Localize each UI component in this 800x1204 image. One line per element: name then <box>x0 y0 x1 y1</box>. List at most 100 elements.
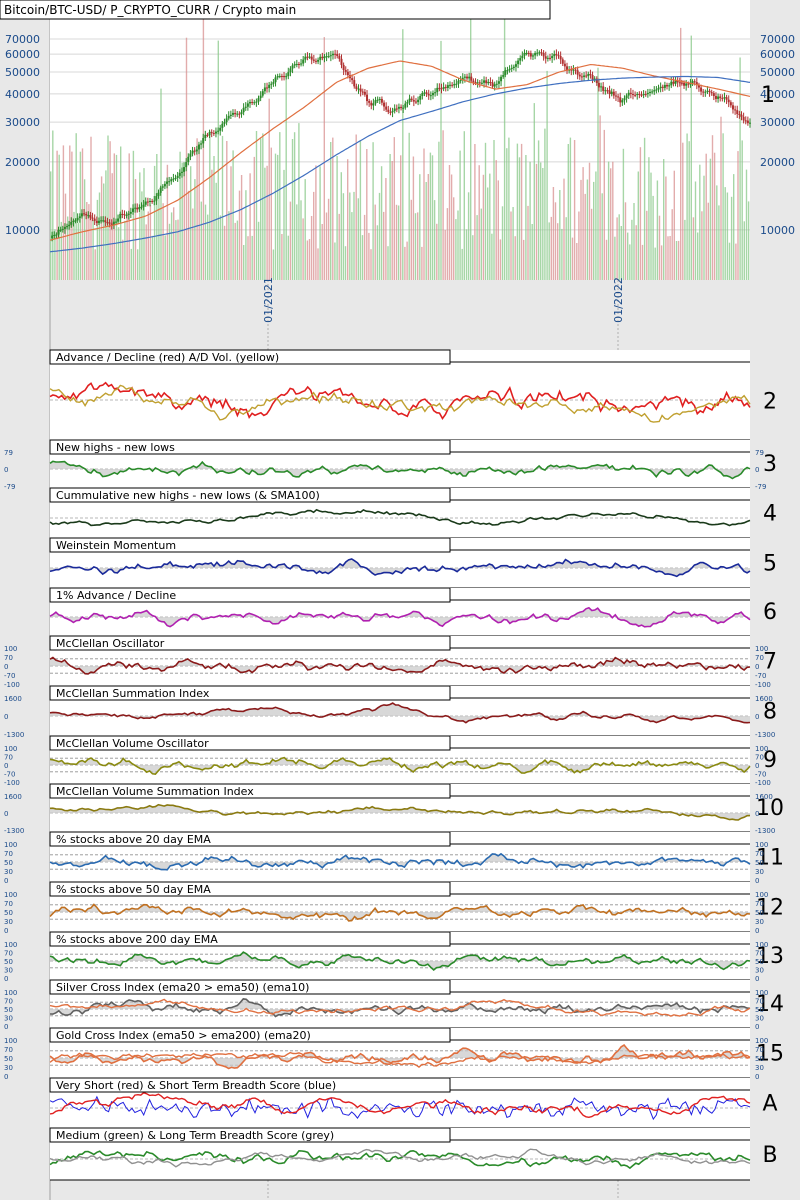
candle-body <box>242 107 245 113</box>
volume-bar <box>226 141 228 280</box>
candle-body <box>444 87 447 89</box>
indicator-line <box>49 951 751 971</box>
volume-bar <box>283 169 285 280</box>
volume-bar <box>635 225 637 280</box>
candle-body <box>340 58 343 65</box>
candle-body <box>738 114 741 116</box>
candle-body <box>155 196 158 201</box>
candle-body <box>404 103 407 108</box>
candle-body <box>144 201 147 205</box>
candle-body <box>736 110 739 115</box>
candle-body <box>466 76 469 79</box>
candle-body <box>334 53 337 55</box>
volume-bar <box>665 176 667 280</box>
indicator-line <box>49 803 751 821</box>
panel-tick-right: 30 <box>755 967 764 975</box>
volume-bar <box>431 155 434 280</box>
candle-body <box>457 80 460 84</box>
panel-tick-left: 30 <box>4 1015 13 1023</box>
volume-bar <box>264 167 266 280</box>
candle-body <box>57 229 60 235</box>
candle-body <box>449 84 451 86</box>
panel-tick-left: 0 <box>4 762 8 770</box>
candle-body <box>434 92 437 94</box>
volume-bar <box>285 74 287 280</box>
volume-bar <box>663 159 665 280</box>
panel-tick-right: 1600 <box>755 793 773 801</box>
candle-body <box>274 77 277 83</box>
candle-body <box>244 106 247 108</box>
candle-body <box>397 106 400 109</box>
candle-body <box>123 214 126 216</box>
volume-bar <box>332 137 334 280</box>
candle-body <box>659 86 662 89</box>
candle-body <box>289 68 292 73</box>
volume-bar <box>478 165 480 280</box>
volume-bar <box>705 153 707 280</box>
volume-bar <box>153 165 156 280</box>
candle-body <box>578 74 581 77</box>
candle-body <box>314 60 317 62</box>
volume-bar <box>228 211 230 280</box>
candle-body <box>170 179 173 182</box>
panel-tick-right: 70 <box>755 754 764 762</box>
candle-body <box>197 144 200 150</box>
indicator-panel-13: % stocks above 200 day EMA13100705030010… <box>4 931 784 983</box>
candle-body <box>131 208 134 212</box>
candle-body <box>342 64 345 71</box>
candle-body <box>263 87 266 92</box>
volume-bar <box>535 163 538 280</box>
volume-bar <box>353 191 355 280</box>
volume-bar <box>257 221 260 280</box>
candle-body <box>721 98 724 100</box>
panel-tick-left: 70 <box>4 950 13 958</box>
volume-bar <box>713 152 716 280</box>
candle-body <box>525 52 528 54</box>
candle-body <box>546 57 549 59</box>
candle-body <box>474 82 477 84</box>
volume-bar <box>137 249 139 280</box>
volume-bar <box>726 192 729 280</box>
candle-body <box>363 91 366 95</box>
candle-body <box>291 65 294 69</box>
candle-body <box>400 106 403 109</box>
candle-body <box>389 111 392 113</box>
panel-tick-left: 70 <box>4 900 13 908</box>
candle-body <box>246 103 249 107</box>
candle-body <box>478 82 481 84</box>
candle-body <box>527 52 530 54</box>
panel-tick-left: 100 <box>4 941 17 949</box>
volume-bar <box>387 246 389 280</box>
candle-body <box>621 100 624 103</box>
volume-bar <box>183 168 185 280</box>
volume-bar <box>92 219 94 280</box>
volume-bar <box>90 136 92 280</box>
volume-bar <box>461 248 463 280</box>
candle-body <box>319 56 322 60</box>
panel-title-box <box>49 881 451 897</box>
volume-bar <box>425 182 427 280</box>
panel-title-box <box>49 735 451 751</box>
candle-body <box>159 187 162 193</box>
volume-bar <box>414 213 417 280</box>
candle-body <box>542 52 545 57</box>
volume-bar <box>115 154 118 280</box>
panel-title-box <box>49 1127 451 1143</box>
candle-body <box>80 213 83 217</box>
volume-bar <box>223 225 226 280</box>
volume-bar <box>187 190 190 280</box>
volume-bar <box>130 248 132 280</box>
candle-body <box>476 82 479 84</box>
panel-title: Weinstein Momentum <box>56 539 176 552</box>
candle-body <box>729 102 732 106</box>
candle-body <box>514 64 517 67</box>
candle-body <box>227 115 230 119</box>
candle-body <box>136 207 139 210</box>
panel-tick-left: 100 <box>4 989 17 997</box>
candle-body <box>421 93 424 97</box>
volume-bar <box>279 132 281 280</box>
panel-tick-left: 100 <box>4 841 17 849</box>
candle-body <box>251 102 254 104</box>
price-tick-right: 60000 <box>760 48 795 61</box>
volume-bar <box>315 165 317 280</box>
